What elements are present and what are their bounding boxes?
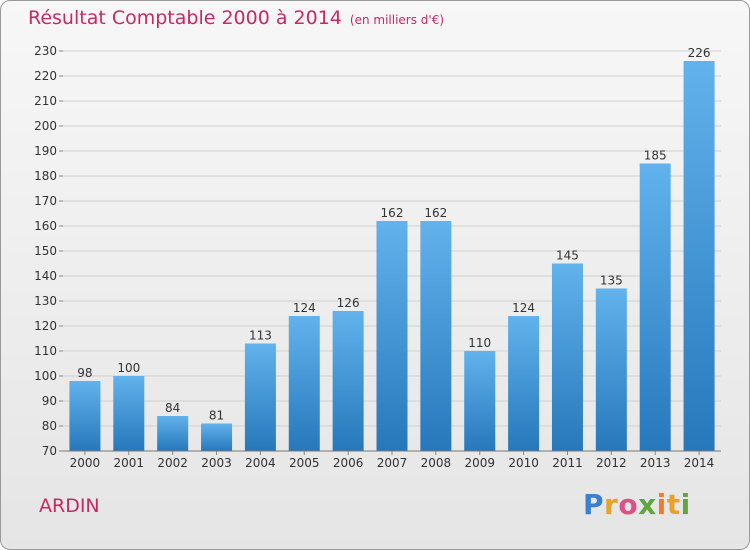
y-tick-label: 170 bbox=[34, 194, 57, 208]
bar-value-label: 81 bbox=[209, 409, 224, 423]
logo-letter: x bbox=[638, 488, 657, 521]
bar-value-label: 185 bbox=[644, 149, 667, 163]
y-tick-label: 140 bbox=[34, 269, 57, 283]
bar-value-label: 124 bbox=[293, 301, 316, 315]
bar-value-label: 124 bbox=[512, 301, 535, 315]
y-tick-label: 150 bbox=[34, 244, 57, 258]
y-tick-label: 120 bbox=[34, 319, 57, 333]
bar-value-label: 98 bbox=[77, 366, 92, 380]
bar-2002 bbox=[157, 416, 189, 451]
y-tick-label: 70 bbox=[42, 444, 57, 458]
y-axis-ticks: 70 80 90 100 110 120 130 140 150 160 170 180 190 200 2… bbox=[34, 44, 63, 458]
proxiti-logo[interactable]: Proxiti bbox=[583, 488, 691, 521]
bar-2001 bbox=[113, 376, 145, 451]
y-tick-label: 160 bbox=[34, 219, 57, 233]
chart-title: Résultat Comptable 2000 à 2014 (en millie… bbox=[28, 7, 444, 29]
x-tick-label: 2009 bbox=[464, 456, 495, 470]
bar-2005 bbox=[288, 316, 320, 451]
y-tick-label: 80 bbox=[42, 419, 57, 433]
y-tick-label: 130 bbox=[34, 294, 57, 308]
bar-2011 bbox=[551, 263, 583, 451]
x-tick-label: 2013 bbox=[640, 456, 671, 470]
x-tick-label: 2000 bbox=[70, 456, 101, 470]
chart-subtitle: (en milliers d'€) bbox=[349, 13, 445, 27]
y-tick-label: 100 bbox=[34, 369, 57, 383]
bars: 98 100 84 81 113 124 126 162 162 110 124 145 135 185 2… bbox=[69, 46, 715, 451]
bar-2013 bbox=[639, 163, 671, 451]
bar-2006 bbox=[332, 311, 364, 451]
y-tick-label: 180 bbox=[34, 169, 57, 183]
y-tick-label: 190 bbox=[34, 144, 57, 158]
x-tick-label: 2004 bbox=[245, 456, 276, 470]
y-tick-label: 230 bbox=[34, 44, 57, 58]
bar-value-label: 226 bbox=[688, 46, 711, 60]
bar-value-label: 145 bbox=[556, 249, 579, 263]
bar-2004 bbox=[244, 343, 276, 451]
logo-letter: o bbox=[618, 488, 639, 521]
bar-2003 bbox=[201, 423, 233, 451]
logo-letter: P bbox=[583, 488, 605, 521]
bar-2007 bbox=[376, 221, 408, 451]
bar-2010 bbox=[508, 316, 540, 451]
bar-value-label: 135 bbox=[600, 274, 623, 288]
logo-letter: t bbox=[666, 488, 681, 521]
y-tick-label: 220 bbox=[34, 69, 57, 83]
x-axis-ticks: 2000 2001 2002 2003 2004 2005 2006 2007 2008 2009… bbox=[70, 451, 715, 470]
bar-value-label: 100 bbox=[117, 361, 140, 375]
bar-value-label: 110 bbox=[468, 336, 491, 350]
x-tick-label: 2014 bbox=[684, 456, 715, 470]
bar-2000 bbox=[69, 381, 101, 451]
bar-value-label: 162 bbox=[381, 206, 404, 220]
title-text: Résultat Comptable 2000 à 2014 bbox=[28, 7, 342, 29]
logo-letter: i bbox=[656, 488, 667, 521]
x-tick-label: 2010 bbox=[508, 456, 539, 470]
x-tick-label: 2001 bbox=[114, 456, 145, 470]
bar-2012 bbox=[595, 288, 627, 451]
x-tick-label: 2006 bbox=[333, 456, 364, 470]
bar-2009 bbox=[464, 351, 496, 451]
x-tick-label: 2007 bbox=[377, 456, 408, 470]
y-tick-label: 110 bbox=[34, 344, 57, 358]
y-tick-label: 210 bbox=[34, 94, 57, 108]
x-tick-label: 2011 bbox=[552, 456, 583, 470]
bar-value-label: 162 bbox=[424, 206, 447, 220]
logo-letter: i bbox=[680, 488, 691, 521]
y-tick-label: 200 bbox=[34, 119, 57, 133]
bar-value-label: 84 bbox=[165, 401, 180, 415]
x-tick-label: 2003 bbox=[201, 456, 232, 470]
bar-2008 bbox=[420, 221, 452, 451]
x-tick-label: 2005 bbox=[289, 456, 320, 470]
y-tick-label: 90 bbox=[42, 394, 57, 408]
commune-name: ARDIN bbox=[39, 495, 100, 517]
bar-value-label: 113 bbox=[249, 329, 272, 343]
x-tick-label: 2012 bbox=[596, 456, 627, 470]
bar-value-label: 126 bbox=[337, 296, 360, 310]
logo-letter: r bbox=[604, 488, 619, 521]
x-tick-label: 2008 bbox=[421, 456, 452, 470]
x-tick-label: 2002 bbox=[157, 456, 188, 470]
bar-2014 bbox=[683, 61, 715, 451]
